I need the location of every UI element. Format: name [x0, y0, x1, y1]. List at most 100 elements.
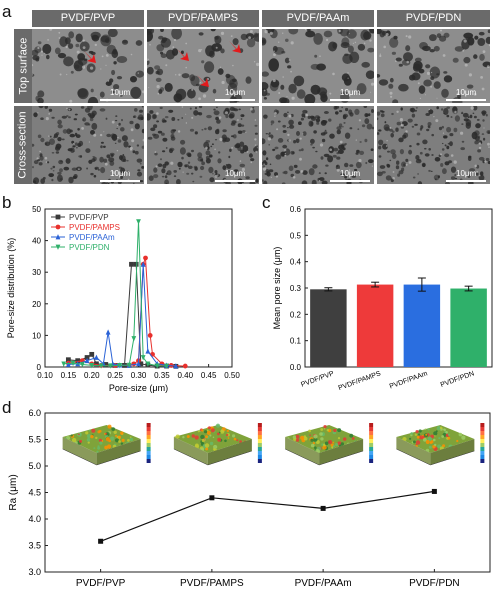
y-tick-label: 0.4	[290, 258, 302, 267]
colorbar-segment	[146, 439, 151, 443]
surface-texture	[458, 432, 463, 437]
sem-micrograph	[377, 106, 490, 184]
sem-micrograph	[377, 29, 490, 103]
colorbar-segment	[369, 443, 374, 447]
scale-bar: 10μm	[330, 169, 370, 182]
scale-bar-label: 10μm	[110, 88, 131, 97]
colorbar-segment	[257, 451, 262, 455]
data-point	[75, 358, 81, 364]
data-point	[55, 234, 61, 240]
surface-texture	[201, 438, 205, 443]
red-arrow-marker	[84, 51, 96, 63]
y-tick-label: 0	[37, 363, 42, 372]
legend-label: PVDF/PAMPS	[69, 223, 120, 232]
surface-texture	[320, 428, 324, 431]
surface-texture	[217, 437, 222, 442]
surface-texture	[447, 433, 451, 436]
colorbar-segment	[369, 459, 374, 463]
x-tick-label: 0.15	[61, 371, 77, 380]
surface-texture	[439, 426, 443, 430]
colorbar-segment	[480, 455, 485, 459]
series-line	[68, 263, 176, 367]
axis-edge	[173, 448, 208, 466]
series-line	[68, 257, 186, 367]
colorbar-segment	[480, 435, 485, 439]
surface-texture	[314, 446, 317, 449]
surface-texture	[310, 438, 314, 442]
surface-texture	[416, 435, 420, 439]
panel-c-letter: c	[262, 193, 271, 212]
bar	[403, 284, 441, 367]
surface-texture	[322, 445, 327, 450]
surface-texture	[71, 437, 77, 443]
surface-texture	[415, 430, 419, 434]
surface-texture	[182, 436, 185, 439]
surface-texture	[107, 424, 112, 429]
scale-bar-line	[100, 180, 140, 182]
colorbar-segment	[480, 447, 485, 451]
surface-texture	[349, 433, 354, 438]
data-point	[131, 336, 137, 342]
surface-texture	[436, 426, 442, 431]
colorbar-segment	[146, 447, 151, 451]
surface-texture	[120, 442, 124, 445]
surface-roughness-inset	[396, 423, 485, 466]
surface-texture	[111, 427, 116, 431]
x-tick-label: 0.20	[84, 371, 100, 380]
surface-texture	[414, 433, 418, 436]
surface-texture	[351, 437, 355, 440]
y-tick-label: 30	[32, 268, 41, 277]
y-axis-title: Pore-size distribution (%)	[6, 238, 16, 339]
x-tick-label: 0.25	[107, 371, 123, 380]
colorbar-segment	[146, 435, 151, 439]
scale-bar-label: 10μm	[225, 88, 246, 97]
series-line	[100, 490, 435, 542]
surface-texture	[332, 441, 335, 444]
y-tick-label: 0.5	[290, 231, 302, 240]
y-tick-label: 4.0	[28, 514, 41, 524]
y-tick-label: 0.3	[290, 284, 302, 293]
panel-b-letter: b	[2, 193, 12, 212]
surface-texture	[337, 437, 341, 440]
surface-roughness-inset	[62, 423, 151, 466]
data-point	[94, 354, 99, 360]
surface-side	[62, 437, 97, 465]
surface-texture	[197, 430, 200, 433]
x-category-label: PVDF/PAAm	[295, 578, 352, 589]
surface-texture	[402, 437, 407, 442]
surface-texture	[194, 443, 199, 448]
colorbar-segment	[257, 447, 262, 451]
x-category-label: PVDF/PAMPS	[337, 370, 382, 392]
colorbar-segment	[146, 455, 151, 459]
y-tick-label: 20	[32, 300, 41, 309]
scale-bar: 10μm	[330, 88, 370, 101]
data-point	[320, 505, 326, 511]
panel-d-letter: d	[2, 398, 12, 417]
scale-bar: 10μm	[446, 88, 486, 101]
scale-bar: 10μm	[215, 88, 255, 101]
y-tick-label: 5.0	[28, 461, 41, 471]
column-header-pdn: PVDF/PDN	[377, 10, 490, 27]
surface-texture	[175, 434, 180, 439]
surface-texture	[433, 443, 437, 447]
data-point	[173, 363, 179, 369]
axis-edge	[285, 448, 320, 466]
surface-texture	[209, 434, 212, 437]
data-point	[65, 361, 71, 367]
surface-texture	[300, 435, 305, 440]
scale-bar: 10μm	[100, 88, 140, 101]
scale-bar: 10μm	[446, 169, 486, 182]
scale-bar-label: 10μm	[456, 169, 477, 178]
colorbar-segment	[480, 443, 485, 447]
surface-texture	[236, 439, 239, 442]
surface-side	[173, 437, 208, 465]
scale-bar-label: 10μm	[340, 88, 361, 97]
surface-texture	[415, 440, 421, 445]
surface-texture	[207, 426, 211, 430]
column-header-paam: PVDF/PAAm	[262, 10, 374, 27]
surface-texture	[114, 438, 120, 443]
colorbar-segment	[369, 435, 374, 439]
surface-texture	[117, 435, 121, 439]
surface-texture	[79, 439, 83, 443]
surface-texture	[417, 433, 421, 436]
